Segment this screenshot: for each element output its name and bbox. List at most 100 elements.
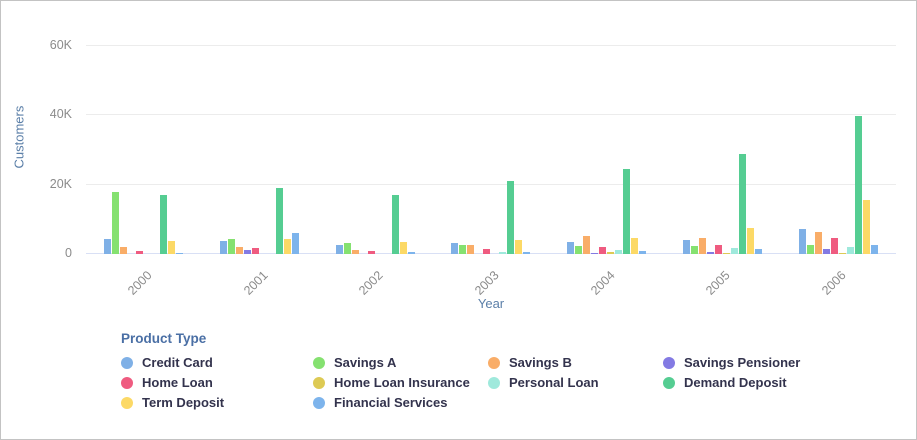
bar[interactable] xyxy=(523,252,531,254)
x-tick-label: 2000 xyxy=(124,268,155,298)
bar[interactable] xyxy=(244,250,252,254)
bar[interactable] xyxy=(690,246,698,254)
bar[interactable] xyxy=(112,192,120,254)
bar[interactable] xyxy=(706,252,714,254)
bar[interactable] xyxy=(754,249,762,254)
bar[interactable] xyxy=(583,236,591,254)
bar[interactable] xyxy=(252,248,260,254)
legend-item-label: Savings B xyxy=(509,355,572,370)
bar[interactable] xyxy=(591,253,599,254)
bar[interactable] xyxy=(631,238,639,254)
bar-group-2002: 2002 xyxy=(335,46,415,298)
legend-item[interactable]: Savings Pensioner xyxy=(663,355,800,370)
bar[interactable] xyxy=(746,228,754,254)
bar[interactable] xyxy=(615,250,623,254)
bar[interactable] xyxy=(120,247,128,254)
bar[interactable] xyxy=(391,195,399,254)
bar[interactable] xyxy=(459,245,467,254)
bar[interactable] xyxy=(467,245,475,254)
bar[interactable] xyxy=(284,239,292,254)
bar[interactable] xyxy=(870,245,878,254)
bar[interactable] xyxy=(607,252,615,254)
legend-item[interactable]: Savings B xyxy=(488,355,663,370)
bar[interactable] xyxy=(236,247,244,254)
bar[interactable] xyxy=(483,249,491,254)
bar[interactable] xyxy=(846,247,854,254)
legend-item[interactable]: Personal Loan xyxy=(488,375,663,390)
x-tick-label: 2003 xyxy=(471,268,502,298)
bar[interactable] xyxy=(822,249,830,254)
bar[interactable] xyxy=(830,238,838,254)
y-tick-label: 60K xyxy=(49,38,72,52)
legend-swatch-icon xyxy=(313,376,325,389)
bar[interactable] xyxy=(567,242,575,254)
bar[interactable] xyxy=(507,181,515,254)
x-tick-label: 2001 xyxy=(240,268,271,298)
bar[interactable] xyxy=(639,251,647,254)
bar[interactable] xyxy=(136,251,144,254)
legend-item-label: Credit Card xyxy=(142,355,213,370)
bar-groups: 2000 2001 2002 2003 2004 2005 2006 xyxy=(86,46,896,298)
legend-item-label: Home Loan Insurance xyxy=(334,375,470,390)
bar[interactable] xyxy=(160,195,168,254)
legend-swatch-icon xyxy=(663,376,675,389)
legend-grid: Credit Card Savings A Savings B Savings Pen… xyxy=(121,355,800,410)
bar-group-2003: 2003 xyxy=(451,46,531,298)
bar[interactable] xyxy=(862,200,870,254)
bar[interactable] xyxy=(682,240,690,254)
bar[interactable] xyxy=(499,252,507,254)
legend-swatch-icon xyxy=(663,356,675,369)
bar[interactable] xyxy=(168,241,176,254)
legend-item[interactable]: Home Loan Insurance xyxy=(313,375,488,390)
x-tick-label: 2004 xyxy=(587,268,618,298)
bar[interactable] xyxy=(722,253,730,254)
y-gridline: 40K xyxy=(50,107,896,121)
legend-item-label: Personal Loan xyxy=(509,375,599,390)
legend-swatch-icon xyxy=(488,376,500,389)
legend-item[interactable]: Credit Card xyxy=(121,355,313,370)
bar[interactable] xyxy=(599,247,607,254)
bar[interactable] xyxy=(806,245,814,254)
legend-item[interactable]: Savings A xyxy=(313,355,488,370)
bar[interactable] xyxy=(623,169,631,254)
bar[interactable] xyxy=(176,253,184,254)
bar[interactable] xyxy=(451,243,459,254)
legend-swatch-icon xyxy=(313,396,325,409)
bar[interactable] xyxy=(343,243,351,254)
bar[interactable] xyxy=(104,239,112,254)
legend-item[interactable]: Demand Deposit xyxy=(663,375,800,390)
bar[interactable] xyxy=(838,253,846,254)
legend-swatch-icon xyxy=(313,356,325,369)
bar[interactable] xyxy=(798,229,806,254)
legend-item[interactable]: Term Deposit xyxy=(121,395,313,410)
bar[interactable] xyxy=(575,246,583,254)
legend-item[interactable]: Financial Services xyxy=(313,395,488,410)
bar[interactable] xyxy=(335,245,343,254)
bar-group-2006: 2006 xyxy=(798,46,878,298)
y-tick-label: 40K xyxy=(49,107,72,122)
bar[interactable] xyxy=(276,188,284,254)
bar[interactable] xyxy=(292,233,300,254)
plot-area: 60K 40K 20K 0 2000 2001 2002 2003 2004 2005 2006 xyxy=(50,38,896,298)
legend-item-label: Term Deposit xyxy=(142,395,225,410)
legend-item-label: Home Loan xyxy=(142,375,213,390)
bar[interactable] xyxy=(407,252,415,254)
y-axis-title: Customers xyxy=(11,105,27,169)
legend: Product Type Credit Card Savings A Savings… xyxy=(121,331,800,410)
bar[interactable] xyxy=(515,240,523,254)
legend-item[interactable]: Home Loan xyxy=(121,375,313,390)
bar[interactable] xyxy=(367,251,375,254)
bar[interactable] xyxy=(220,241,228,254)
bar[interactable] xyxy=(730,248,738,254)
bar[interactable] xyxy=(854,116,862,254)
bar[interactable] xyxy=(351,250,359,254)
bar[interactable] xyxy=(698,238,706,254)
bar[interactable] xyxy=(738,154,746,254)
bar[interactable] xyxy=(228,239,236,254)
bar[interactable] xyxy=(814,232,822,254)
legend-swatch-icon xyxy=(121,356,133,369)
bar[interactable] xyxy=(714,245,722,254)
legend-item-label: Savings A xyxy=(334,355,397,370)
bar[interactable] xyxy=(399,242,407,254)
